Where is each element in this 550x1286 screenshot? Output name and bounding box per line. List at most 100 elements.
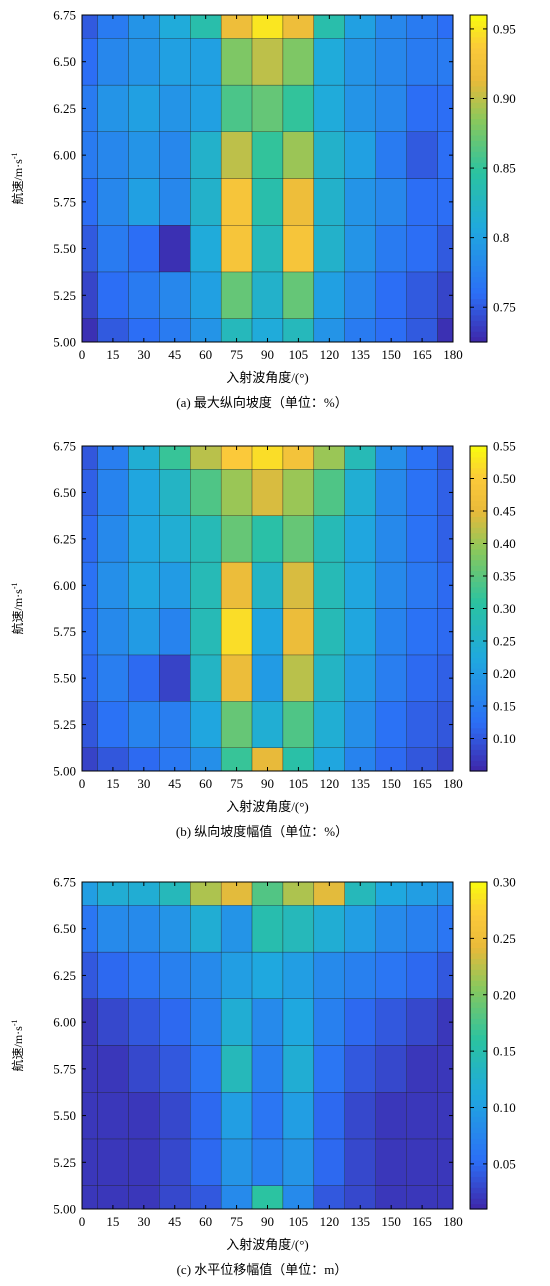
panel-b-colorbar-segment	[470, 630, 487, 637]
panel-a-cell	[190, 178, 222, 226]
panel-a-colorbar-segment	[470, 205, 487, 212]
panel-c-colorbar-tick-label: 0.25	[493, 931, 516, 946]
panel-a-colorbar-segment	[470, 31, 487, 38]
panel-b-cell	[344, 654, 376, 702]
panel-a-colorbar-segment	[470, 238, 487, 245]
panel-b-x-tick-label: 105	[289, 776, 309, 791]
panel-c-colorbar-segment	[470, 1105, 487, 1112]
panel-b-colorbar-segment	[470, 673, 487, 680]
panel-b-cell	[375, 561, 407, 609]
panel-c-colorbar-segment	[470, 909, 487, 916]
panel-a-colorbar-segment	[470, 140, 487, 147]
panel-a-y-tick-label: 6.75	[53, 8, 76, 23]
panel-b-colorbar-segment	[470, 711, 487, 718]
panel-b-cell	[375, 515, 407, 563]
panel-b-cell	[313, 701, 345, 748]
panel-c-cell	[282, 1045, 315, 1093]
panel-b-cell	[97, 469, 129, 516]
panel-b-cell	[251, 701, 284, 748]
panel-c-x-tick-label: 135	[351, 1214, 371, 1229]
panel-b-cell	[344, 561, 376, 609]
panel-c-cell	[128, 1092, 160, 1140]
panel-c-colorbar-segment	[470, 882, 487, 889]
panel-a-cell	[220, 225, 253, 273]
panel-a-cell	[344, 271, 376, 319]
panel-b-colorbar-segment	[470, 494, 487, 501]
panel-c-y-axis-label-main: 航速/m·s	[10, 1026, 25, 1072]
panel-b-colorbar-segment	[470, 608, 487, 615]
panel-b-cell	[344, 515, 376, 563]
panel-a-cell	[282, 38, 315, 86]
panel-c-colorbar-segment	[470, 1165, 487, 1172]
panel-b-x-tick-label: 135	[351, 776, 371, 791]
panel-c-cell	[128, 951, 160, 999]
panel-b-cell	[159, 608, 191, 656]
panel-b-colorbar-segment	[470, 511, 487, 518]
panel-c-colorbar-segment	[470, 969, 487, 976]
panel-b-colorbar-segment	[470, 641, 487, 648]
panel-c-y-tick-label: 5.00	[53, 1202, 76, 1217]
panel-b-cell	[128, 515, 160, 563]
panel-b-colorbar-segment	[470, 706, 487, 713]
panel-c-cell	[251, 951, 284, 999]
panel-c-colorbar-segment	[470, 996, 487, 1003]
panel-a-cell	[190, 225, 222, 273]
panel-a-cell	[220, 271, 253, 319]
panel-b-colorbar-segment	[470, 543, 487, 550]
panel-a-cell	[313, 225, 345, 273]
panel-a-y-ticks: 5.00 5.25 5.50 5.75 6.00 6.25 6.50 6.75	[53, 8, 453, 350]
panel-b-colorbar-tick-label: 0.50	[493, 471, 516, 486]
panel-a-cell	[344, 131, 376, 179]
panel-a-colorbar-segment	[470, 134, 487, 141]
panel-b-colorbar-tick-label: 0.55	[493, 439, 516, 454]
panel-c-x-tick-label: 150	[381, 1214, 401, 1229]
panel-a-cell	[159, 84, 191, 132]
panel-b-colorbar-segment	[470, 743, 487, 750]
panel-a-colorbar-segment	[470, 85, 487, 92]
panel-a-y-tick-label: 5.00	[53, 335, 76, 350]
panel-c-cell	[313, 1138, 345, 1186]
panel-b-colorbar-segment	[470, 586, 487, 593]
panel-b-colorbar-segment	[470, 548, 487, 555]
panel-c-colorbar-segment	[470, 1181, 487, 1188]
panel-b-colorbar-segment	[470, 576, 487, 583]
panel-a-cell	[190, 271, 222, 319]
panel-c-heatmap-cells	[81, 881, 454, 1210]
panel-c-x-tick-label: 15	[106, 1214, 119, 1229]
panel-c-colorbar-segment	[470, 931, 487, 938]
panel-a-cell	[406, 84, 438, 132]
panel-c-cell	[97, 998, 129, 1046]
panel-a-colorbar-segment	[470, 102, 487, 109]
panel-a-colorbar-segment	[470, 129, 487, 136]
panel-a-colorbar-segment	[470, 36, 487, 43]
panel-c-colorbar-segment	[470, 1045, 487, 1052]
panel-a-colorbar-segment	[470, 271, 487, 278]
panel-a-cell	[97, 225, 129, 273]
panel-c-cell	[159, 1092, 191, 1140]
panel-b-cell	[97, 654, 129, 702]
panel-b-x-tick-label: 0	[79, 776, 86, 791]
panel-a-colorbar-segment	[470, 309, 487, 316]
panel-b-colorbar-tick-label: 0.15	[493, 699, 516, 714]
panel-b-colorbar-segment	[470, 592, 487, 599]
panel-b-cell	[406, 701, 438, 748]
panel-a-cell	[159, 178, 191, 226]
panel-a-colorbar-segment	[470, 194, 487, 201]
panel-c-cell	[375, 951, 407, 999]
panel-b-cell	[313, 561, 345, 609]
panel-c-cell	[313, 998, 345, 1046]
panel-b-colorbar-tick-label: 0.25	[493, 634, 516, 649]
panel-a-caption: (a) 最大纵向坡度（单位：%）	[176, 395, 348, 410]
panel-b-cell	[282, 701, 315, 748]
panel-a-colorbar-segment	[470, 118, 487, 125]
panel-a-y-tick-label: 5.50	[53, 241, 76, 256]
panel-b-colorbar-segment	[470, 462, 487, 469]
panel-b-cell	[251, 561, 284, 609]
panel-a-cell	[344, 84, 376, 132]
panel-c-cell	[220, 998, 253, 1046]
panel-b-colorbar-segment	[470, 565, 487, 572]
panel-a-cell	[437, 318, 454, 343]
panel-c-cell	[128, 1045, 160, 1093]
panel-a-cell	[313, 131, 345, 179]
panel-c-colorbar-segment	[470, 958, 487, 965]
